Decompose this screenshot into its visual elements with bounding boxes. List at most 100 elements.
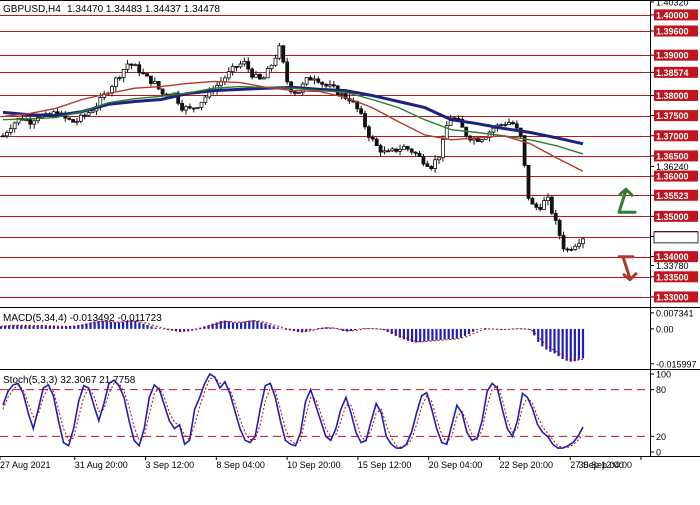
macd-histogram-bar — [134, 321, 137, 329]
candle-body — [557, 219, 562, 236]
macd-histogram-bar — [427, 328, 430, 341]
macd-histogram-bar — [219, 321, 222, 329]
macd-histogram-bar — [272, 326, 275, 329]
price-level-tag — [654, 25, 698, 37]
macd-histogram-bar — [187, 328, 190, 331]
price-level-tag — [654, 49, 698, 61]
buy-signal-arrow-icon — [617, 187, 637, 214]
macd-histogram-bar — [463, 328, 467, 336]
candle-body — [479, 139, 484, 142]
candle-body — [195, 106, 200, 109]
price-level-tag — [654, 89, 698, 101]
price-level-tag — [654, 170, 698, 182]
time-axis-label: 10 Sep 20:00 — [287, 460, 341, 470]
candle-body — [16, 117, 21, 124]
candle-body — [113, 77, 118, 88]
price-level-label: 1.35523 — [656, 191, 689, 201]
price-level-tag — [654, 9, 698, 21]
macd-histogram-bar — [109, 321, 112, 329]
candle-body — [121, 68, 126, 78]
macd-histogram-bar — [85, 323, 88, 329]
macd-histogram-bar — [93, 321, 96, 329]
macd-histogram-bar — [3, 325, 7, 329]
stoch-axis-label: 0 — [656, 448, 661, 458]
macd-histogram-bar — [40, 325, 43, 329]
macd-histogram-bar — [207, 324, 210, 329]
candle-body — [546, 196, 550, 201]
macd-histogram-bar — [537, 328, 540, 342]
candle-body — [199, 101, 204, 108]
macd-histogram-bar — [195, 328, 198, 329]
price-level-label: 1.34000 — [656, 252, 689, 262]
macd-histogram-bar — [20, 325, 23, 329]
price-level-label: 1.36500 — [656, 151, 689, 161]
macd-histogram-bar — [142, 323, 145, 329]
time-axis-label: 22 Sep 20:00 — [499, 460, 553, 470]
macd-histogram-bar — [12, 324, 15, 329]
candle-body — [191, 107, 196, 110]
time-axis-label: 3 Sep 12:00 — [146, 460, 195, 470]
candle-body — [71, 118, 75, 123]
macd-histogram-bar — [325, 327, 328, 329]
macd-histogram-bar — [423, 328, 426, 342]
candle-body — [293, 91, 297, 94]
macd-histogram-bar — [183, 328, 186, 332]
macd-histogram-bar — [345, 328, 349, 332]
candle-body — [425, 163, 430, 167]
macd-histogram-bar — [301, 328, 304, 333]
candle-body — [343, 93, 348, 99]
candle-body — [234, 66, 239, 68]
macd-histogram-bar — [549, 328, 552, 352]
ohlc-readout: 1.34470 1.34483 1.34437 1.34478 — [67, 4, 220, 15]
macd-axis-label: 0.00 — [656, 324, 674, 334]
candle-body — [226, 71, 231, 79]
macd-histogram-bar — [121, 321, 125, 329]
macd-histogram-bar — [158, 328, 161, 329]
macd-histogram-bar — [126, 320, 129, 329]
candle-body — [180, 102, 184, 111]
price-level-label: 1.33500 — [656, 272, 689, 282]
candle-body — [187, 106, 192, 109]
macd-histogram-bar — [545, 328, 548, 350]
macd-histogram-bar — [321, 327, 324, 329]
macd-histogram-bar — [577, 328, 581, 360]
price-level-label: 1.39600 — [656, 27, 689, 37]
macd-histogram-bar — [358, 328, 361, 330]
macd-histogram-bar — [313, 328, 316, 330]
price-level-label: 1.39000 — [656, 51, 689, 61]
candle-body — [125, 63, 130, 70]
candle-body — [254, 73, 258, 78]
candle-body — [577, 243, 582, 247]
candle-body — [222, 77, 227, 83]
macd-histogram-bar — [284, 328, 287, 330]
candle-body — [285, 61, 290, 83]
candle-body — [273, 57, 278, 66]
candle-body — [378, 145, 383, 153]
candle-body — [499, 124, 504, 126]
macd-histogram-bar — [215, 322, 218, 329]
macd-histogram-bar — [81, 324, 84, 329]
candle-body — [4, 132, 9, 137]
time-axis-label: 20 Sep 04:00 — [429, 460, 483, 470]
macd-histogram-bar — [317, 328, 320, 329]
price-level-label: 1.40000 — [656, 10, 689, 20]
macd-histogram-bar — [447, 328, 450, 340]
candle-body — [581, 238, 585, 245]
macd-histogram-bar — [443, 328, 446, 340]
candle-body — [312, 78, 317, 81]
candle-body — [440, 139, 445, 159]
macd-histogram-bar — [569, 328, 572, 362]
macd-histogram-bar — [60, 326, 64, 329]
macd-histogram-bar — [565, 328, 568, 361]
price-axis-label: 1.40320 — [656, 0, 689, 8]
macd-histogram-bar — [557, 328, 560, 357]
stoch-main-line — [2, 372, 584, 449]
macd-histogram-bar — [455, 328, 458, 339]
macd-histogram-bar — [573, 328, 576, 362]
macd-histogram-bar — [353, 328, 357, 331]
macd-histogram-bar — [528, 328, 532, 330]
macd-histogram-bar — [178, 328, 182, 332]
candle-body — [549, 196, 554, 214]
candle-body — [258, 73, 262, 80]
